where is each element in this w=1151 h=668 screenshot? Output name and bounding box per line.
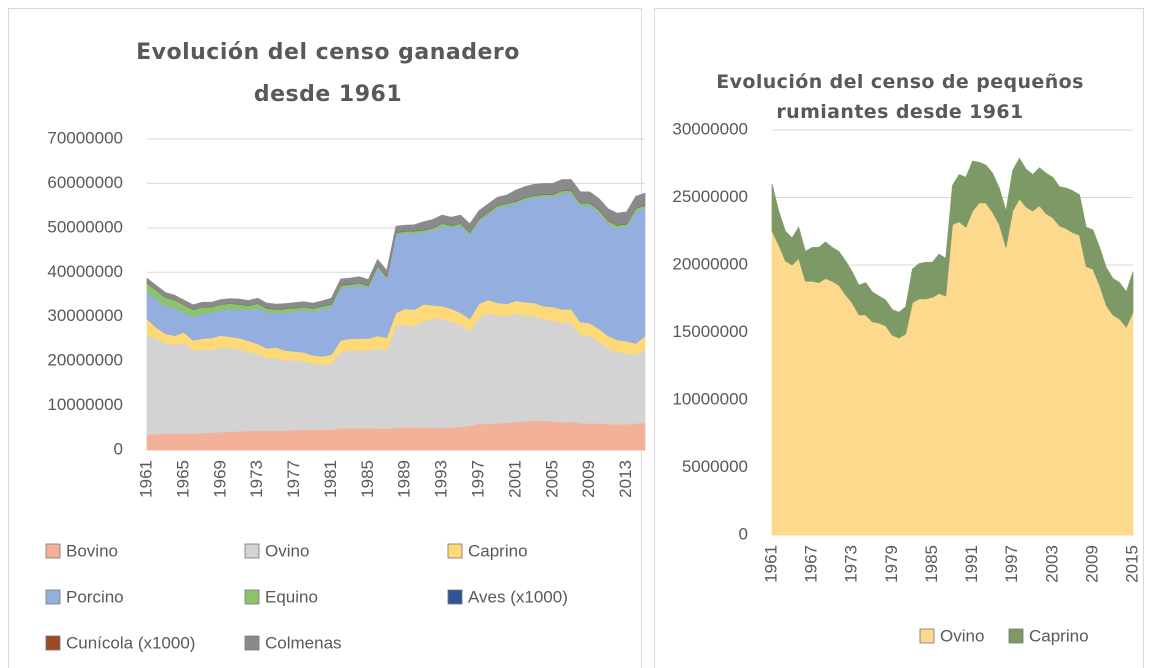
- x-tick-label: 1981: [321, 460, 340, 498]
- x-tick-label: 1979: [882, 545, 901, 583]
- legend-label: Bovino: [66, 541, 118, 560]
- x-tick-label: 1985: [358, 460, 377, 498]
- y-tick-label: 5000000: [682, 457, 748, 476]
- x-tick-label: 1969: [210, 460, 229, 498]
- legend-label: Ovino: [940, 626, 984, 645]
- y-tick-label: 0: [114, 439, 123, 458]
- legend-label: Cunícola (x1000): [66, 633, 195, 652]
- x-tick-label: 1965: [173, 460, 192, 498]
- x-tick-label: 1997: [1002, 545, 1021, 583]
- x-tick-label: 1985: [922, 545, 941, 583]
- x-tick-label: 1973: [247, 460, 266, 498]
- y-tick-label: 25000000: [672, 187, 748, 206]
- x-tick-label: 2009: [579, 460, 598, 498]
- x-tick-label: 1961: [136, 460, 155, 498]
- y-tick-label: 30000000: [47, 306, 123, 325]
- legend-label: Aves (x1000): [468, 587, 568, 606]
- legend-swatch: [244, 635, 260, 651]
- legend-label: Caprino: [468, 541, 528, 560]
- legend-swatch: [447, 589, 463, 605]
- y-tick-label: 40000000: [47, 262, 123, 281]
- x-tick-label: 1997: [468, 460, 487, 498]
- legend-swatch: [1008, 628, 1024, 644]
- y-tick-label: 10000000: [672, 389, 748, 408]
- y-tick-label: 60000000: [47, 173, 123, 192]
- x-tick-label: 2013: [616, 460, 635, 498]
- x-tick-label: 1973: [842, 545, 861, 583]
- legend-label: Ovino: [265, 541, 309, 560]
- x-tick-label: 2001: [505, 460, 524, 498]
- x-tick-label: 1991: [962, 545, 981, 583]
- y-tick-label: 10000000: [47, 395, 123, 414]
- panel: [654, 8, 1144, 668]
- chart-title: Evolución del censo de pequeños rumiante…: [716, 71, 1084, 123]
- legend-swatch: [45, 543, 61, 559]
- y-tick-label: 20000000: [672, 254, 748, 273]
- x-tick-label: 1961: [761, 545, 780, 583]
- x-tick-label: 2015: [1122, 545, 1141, 583]
- legend-label: Porcino: [66, 587, 124, 606]
- legend-swatch: [45, 635, 61, 651]
- legend-label: Equino: [265, 587, 318, 606]
- x-tick-label: 1993: [432, 460, 451, 498]
- area: [771, 157, 1134, 339]
- legend-label: Colmenas: [265, 633, 342, 652]
- legend-swatch: [919, 628, 935, 644]
- x-tick-label: 1967: [802, 545, 821, 583]
- legend-swatch: [45, 589, 61, 605]
- legend-swatch: [244, 543, 260, 559]
- chart-title: Evolución del censo ganadero desde 1961: [136, 40, 520, 107]
- legend-swatch: [447, 543, 463, 559]
- y-tick-label: 30000000: [672, 119, 748, 138]
- y-tick-label: 20000000: [47, 351, 123, 370]
- x-tick-label: 1977: [284, 460, 303, 498]
- x-tick-label: 2009: [1082, 545, 1101, 583]
- x-tick-label: 2005: [542, 460, 561, 498]
- legend-swatch: [244, 589, 260, 605]
- y-tick-label: 0: [739, 524, 748, 543]
- x-tick-label: 2003: [1042, 545, 1061, 583]
- y-tick-label: 15000000: [672, 322, 748, 341]
- legend-label: Caprino: [1029, 626, 1089, 645]
- area: [146, 179, 646, 310]
- y-tick-label: 70000000: [47, 128, 123, 147]
- x-tick-label: 1989: [395, 460, 414, 498]
- y-tick-label: 50000000: [47, 217, 123, 236]
